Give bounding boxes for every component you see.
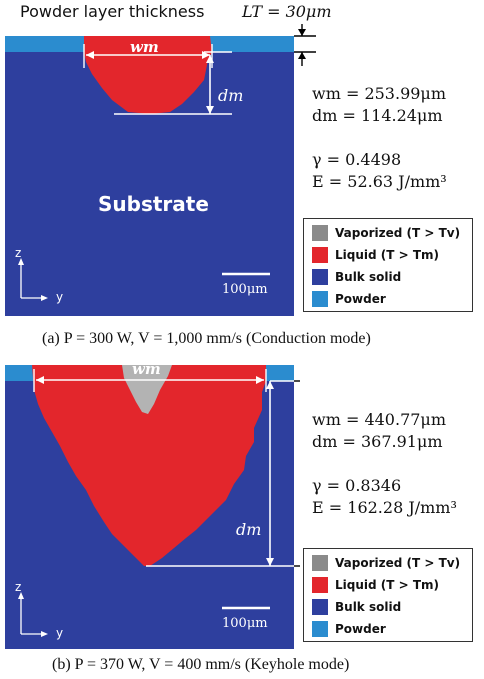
liquid-label: Liquid (T > Tm): [335, 578, 440, 592]
legend-b-powder: Powder: [312, 619, 386, 639]
bulk-solid-swatch: [312, 599, 328, 615]
panel-a-wm-arrowhead-right: [202, 51, 210, 59]
bulk-solid-label: Bulk solid: [335, 600, 402, 614]
panel-a-gamma-value: γ = 0.4498: [312, 150, 402, 169]
bulk-solid-label: Bulk solid: [335, 270, 402, 284]
legend-a-bulk-solid: Bulk solid: [312, 267, 401, 287]
powder-swatch: [312, 291, 328, 307]
bulk-solid-swatch: [312, 269, 328, 285]
panel-b-dm-value: dm = 367.91μm: [312, 432, 443, 451]
panel-a-wm-arrowhead-left: [86, 51, 94, 59]
legend-a-liquid: Liquid (T > Tm): [312, 245, 439, 265]
powder-thickness-text: Powder layer thickness: [20, 2, 205, 21]
panel-b-legend: Vaporized (T > Tv) Liquid (T > Tm) Bulk …: [303, 548, 473, 642]
panel-a-dm-arrowhead-top: [206, 55, 214, 63]
panel-a-y-label: y: [56, 290, 64, 304]
panel-b-scale-label: 100μm: [222, 616, 268, 631]
panel-a-dm-label: dm: [218, 86, 244, 105]
powder-thickness-value: LT = 30μm: [242, 2, 332, 21]
panel-b-vapor-keyhole: [122, 365, 172, 414]
panel-a-z-label: z: [15, 246, 22, 260]
panel-b-z-label: z: [15, 580, 22, 594]
panel-a-energy-value: E = 52.63 J/mm³: [312, 172, 447, 191]
panel-a-scale-label: 100μm: [222, 282, 268, 297]
panel-a-dm-value: dm = 114.24μm: [312, 106, 443, 125]
panel-b-y-label: y: [56, 626, 64, 640]
vaporized-swatch: [312, 555, 328, 571]
legend-a-powder: Powder: [312, 289, 386, 309]
liquid-swatch: [312, 577, 328, 593]
panel-b-dm-label: dm: [236, 520, 262, 539]
panel-b-wm-arrowhead-right: [256, 376, 264, 384]
panel-b-wm-arrowhead-left: [36, 376, 44, 384]
lt-arrowhead-top: [298, 29, 306, 36]
panel-a-simulation: [5, 24, 316, 316]
panel-b-wm-label: wm: [132, 360, 161, 378]
panel-a-dm-arrowhead-bottom: [206, 106, 214, 114]
panel-a-wm-value: wm = 253.99μm: [312, 84, 446, 103]
panel-a-legend: Vaporized (T > Tv) Liquid (T > Tm) Bulk …: [303, 218, 473, 312]
vaporized-label: Vaporized (T > Tv): [335, 556, 461, 570]
powder-label: Powder: [335, 622, 386, 636]
vaporized-label: Vaporized (T > Tv): [335, 226, 461, 240]
panel-b-gamma-value: γ = 0.8346: [312, 476, 402, 495]
panel-b-y-arrowhead: [41, 631, 48, 637]
legend-b-liquid: Liquid (T > Tm): [312, 575, 439, 595]
liquid-swatch: [312, 247, 328, 263]
panel-a-z-arrowhead: [18, 258, 24, 265]
panel-a-caption: (a) P = 300 W, V = 1,000 mm/s (Conductio…: [42, 330, 371, 347]
panel-a-substrate-label: Substrate: [98, 192, 209, 216]
panel-b-liquid-pool: [32, 365, 266, 566]
vaporized-swatch: [312, 225, 328, 241]
legend-b-vaporized: Vaporized (T > Tv): [312, 553, 460, 573]
panel-b-wm-value: wm = 440.77μm: [312, 410, 446, 429]
panel-b-dm-arrowhead-top: [266, 381, 274, 389]
panel-a-wm-label: wm: [130, 38, 159, 56]
panel-a-y-arrowhead: [41, 295, 48, 301]
legend-b-bulk-solid: Bulk solid: [312, 597, 401, 617]
powder-swatch: [312, 621, 328, 637]
panel-b-energy-value: E = 162.28 J/mm³: [312, 498, 457, 517]
lt-arrowhead-bottom: [298, 52, 306, 59]
panel-b-z-arrowhead: [18, 592, 24, 599]
panel-b-caption: (b) P = 370 W, V = 400 mm/s (Keyhole mod…: [52, 656, 350, 673]
legend-a-vaporized: Vaporized (T > Tv): [312, 223, 460, 243]
panel-b-dm-arrowhead-bottom: [266, 558, 274, 566]
panel-b-simulation: [5, 365, 300, 649]
powder-label: Powder: [335, 292, 386, 306]
liquid-label: Liquid (T > Tm): [335, 248, 440, 262]
